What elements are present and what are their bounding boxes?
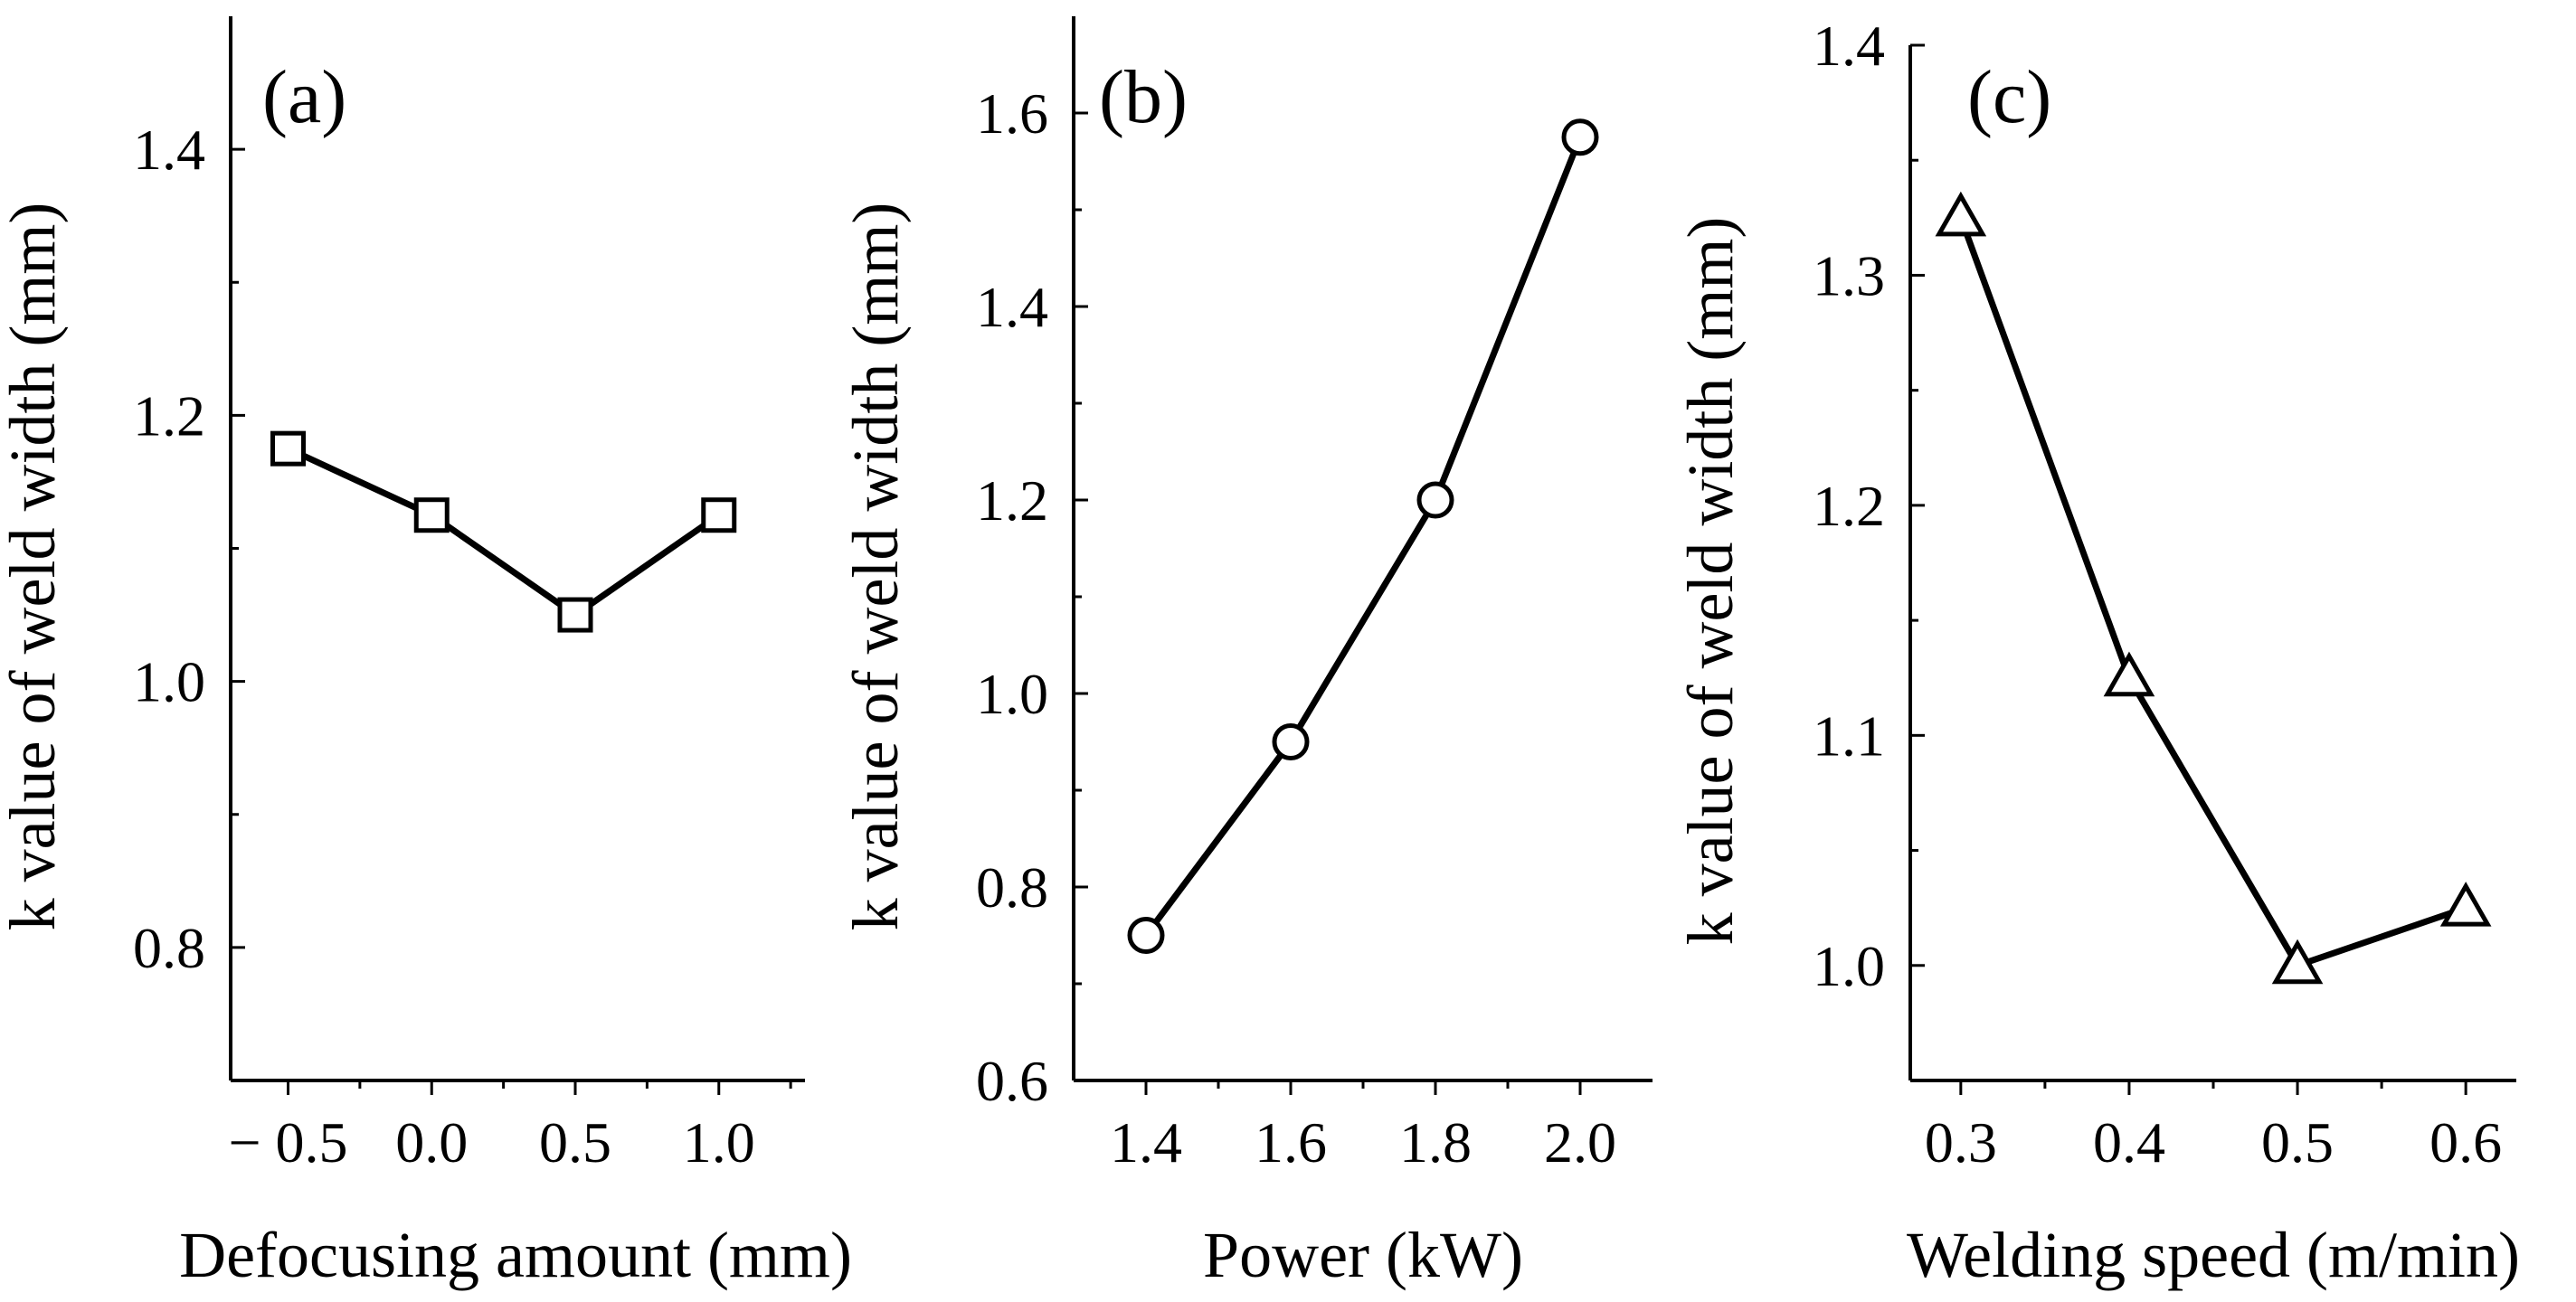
panel-label: (a) — [262, 55, 346, 139]
y-tick-label: 1.4 — [1813, 14, 1885, 78]
panel-label: (c) — [1967, 55, 2051, 139]
y-tick-label: 1.4 — [133, 118, 205, 182]
series-line — [287, 445, 721, 619]
x-tick-label: 1.0 — [683, 1110, 755, 1175]
x-tick-label: 0.5 — [2261, 1110, 2334, 1175]
x-tick-label: 0.5 — [539, 1110, 611, 1175]
x-axis-title: Defocusing amount (mm) — [179, 1219, 852, 1291]
y-tick-label: 1.2 — [133, 383, 205, 448]
x-tick-label: 2.0 — [1544, 1110, 1616, 1175]
data-point-triangle — [2271, 939, 2324, 985]
y-tick-label: 0.8 — [976, 855, 1048, 920]
data-point-triangle — [2439, 882, 2492, 927]
data-point-square — [701, 497, 737, 533]
y-tick-label: 1.4 — [976, 275, 1048, 339]
y-tick-label: 1.0 — [133, 650, 205, 714]
y-tick-label: 1.3 — [1813, 243, 1885, 307]
x-axis-title: Welding speed (m/min) — [1907, 1219, 2520, 1291]
series-line — [1143, 136, 1584, 938]
data-point-circle — [1127, 917, 1165, 954]
x-axis-title: Power (kW) — [1203, 1219, 1523, 1291]
x-tick-label: 1.8 — [1399, 1110, 1472, 1175]
data-point-triangle — [2103, 651, 2155, 697]
x-tick-label: 1.4 — [1110, 1110, 1182, 1175]
y-tick-label: 1.2 — [976, 468, 1048, 533]
data-point-triangle — [1935, 191, 1987, 237]
y-tick-label: 0.8 — [133, 916, 205, 980]
y-tick-label: 1.0 — [1813, 934, 1885, 998]
x-tick-label: 0.0 — [395, 1110, 468, 1175]
y-axis-title: k value of weld width (mm) — [839, 203, 912, 931]
x-tick-label: 0.6 — [2429, 1110, 2502, 1175]
y-tick-label: 1.1 — [1813, 703, 1885, 768]
data-point-square — [413, 497, 450, 533]
x-tick-label: 1.6 — [1255, 1110, 1327, 1175]
data-point-circle — [1272, 723, 1310, 760]
y-axis-title: k value of weld width (mm) — [0, 203, 69, 931]
data-point-circle — [1561, 118, 1599, 156]
data-point-circle — [1416, 481, 1454, 519]
panel-c: 1.0 1.1 1.2 1.3 1.4 0.3 0.4 0.5 0.6 Welding speed… — [1674, 14, 2520, 1291]
y-tick-label: 1.6 — [976, 81, 1048, 146]
y-tick-label: 1.0 — [976, 662, 1048, 726]
data-point-square — [557, 597, 593, 633]
panel-b: 0.6 0.8 1.0 1.2 1.4 1.6 1.4 1.6 1.8 2.0 Power (kW)… — [839, 16, 1653, 1291]
panel-a: 0.8 1.0 1.2 1.4 − 0.5 0.0 0.5 1.0 Defocusing amo… — [0, 16, 852, 1291]
data-point-square — [270, 430, 306, 467]
x-tick-label: − 0.5 — [228, 1110, 347, 1175]
y-tick-label: 1.2 — [1813, 474, 1885, 538]
y-axis-title: k value of weld width (mm) — [1674, 217, 1747, 946]
series-line — [1957, 216, 2467, 970]
panel-label: (b) — [1099, 55, 1188, 139]
x-tick-label: 0.3 — [1925, 1110, 1997, 1175]
x-tick-label: 0.4 — [2093, 1110, 2165, 1175]
y-tick-label: 0.6 — [976, 1049, 1048, 1113]
